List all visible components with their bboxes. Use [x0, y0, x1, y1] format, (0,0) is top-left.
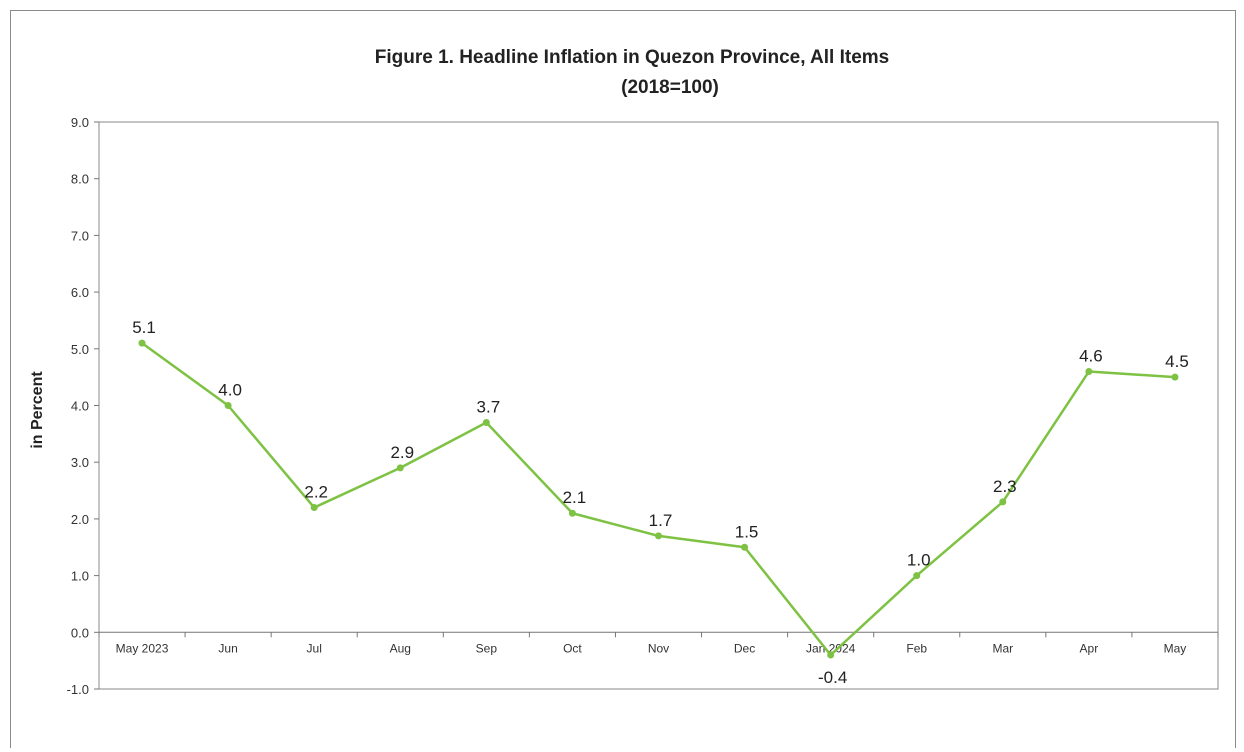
x-tick-label: Jun: [218, 641, 237, 655]
x-tick-label: Mar: [992, 641, 1013, 655]
data-labels: 5.1 4.0 2.2 2.9 3.7 2.1 1.7 1.5 -0.4 1.0 2.3 4.6 4.5: [132, 318, 1189, 687]
x-tick-labels: May 2023 Jun Jul Aug Sep Oct Nov Dec Jan 2024 Feb…: [98, 632, 1219, 655]
data-label: -0.4: [818, 668, 847, 687]
data-point: [396, 464, 404, 472]
data-point: [913, 572, 921, 580]
y-axis-label: in Percent: [29, 371, 46, 449]
data-point: [655, 532, 662, 540]
y-tick-label: -1.0: [67, 682, 89, 697]
data-point: [224, 402, 232, 409]
data-label: 4.5: [1165, 352, 1189, 371]
data-point: [1171, 373, 1179, 381]
x-tick-label: Dec: [734, 641, 755, 655]
y-tick-label: 2.0: [71, 512, 89, 527]
x-tick-label: Feb: [906, 641, 927, 655]
chart-title: Figure 1. Headline Inflation in Quezon P…: [375, 47, 890, 68]
series-line-path: [141, 342, 1176, 657]
data-point: [999, 498, 1007, 506]
data-label: 4.0: [218, 381, 242, 400]
x-tick-label: Sep: [476, 641, 498, 655]
data-label: 1.5: [735, 522, 759, 541]
y-tick-label: 6.0: [71, 285, 89, 300]
data-label: 1.0: [907, 551, 931, 570]
data-point: [482, 419, 490, 427]
x-tick-label: Oct: [563, 641, 582, 655]
series-line: [138, 339, 1179, 659]
x-tick-label: Aug: [390, 641, 411, 655]
y-tick-label: 5.0: [71, 342, 89, 357]
y-tick-labels: -1.0 0.0 1.0 2.0 3.0 4.0 5.0 6.0 7.0 8.0 9.0: [67, 115, 99, 697]
data-label: 2.2: [304, 483, 328, 502]
data-label: 4.6: [1079, 346, 1103, 365]
data-label: 1.7: [649, 511, 673, 530]
y-tick-label: 8.0: [71, 172, 89, 187]
data-point: [568, 509, 576, 517]
chart-frame: [10, 10, 1236, 748]
y-tick-label: 0.0: [71, 625, 89, 640]
data-label: 3.7: [477, 398, 501, 417]
x-tick-label: May 2023: [116, 641, 169, 655]
x-tick-label: Jul: [307, 641, 322, 655]
y-tick-label: 9.0: [71, 115, 89, 130]
y-tick-label: 7.0: [71, 228, 89, 243]
data-label: 2.1: [563, 488, 587, 507]
y-tick-label: 4.0: [71, 399, 89, 414]
data-point: [741, 543, 749, 551]
y-tick-label: 3.0: [71, 455, 89, 470]
data-label: 2.3: [993, 477, 1017, 496]
x-tick-label: Nov: [648, 641, 669, 655]
data-point: [1085, 367, 1093, 375]
data-point: [310, 504, 318, 512]
data-point: [138, 339, 146, 347]
data-point: [827, 651, 835, 659]
data-label: 5.1: [132, 318, 156, 337]
x-tick-label: Apr: [1080, 641, 1099, 655]
axes: [98, 121, 1219, 690]
data-label: 2.9: [390, 443, 414, 462]
chart-subtitle: (2018=100): [621, 77, 719, 98]
plot-area-border: [98, 121, 1219, 690]
x-tick-label: May: [1164, 641, 1187, 655]
y-tick-label: 1.0: [71, 569, 89, 584]
